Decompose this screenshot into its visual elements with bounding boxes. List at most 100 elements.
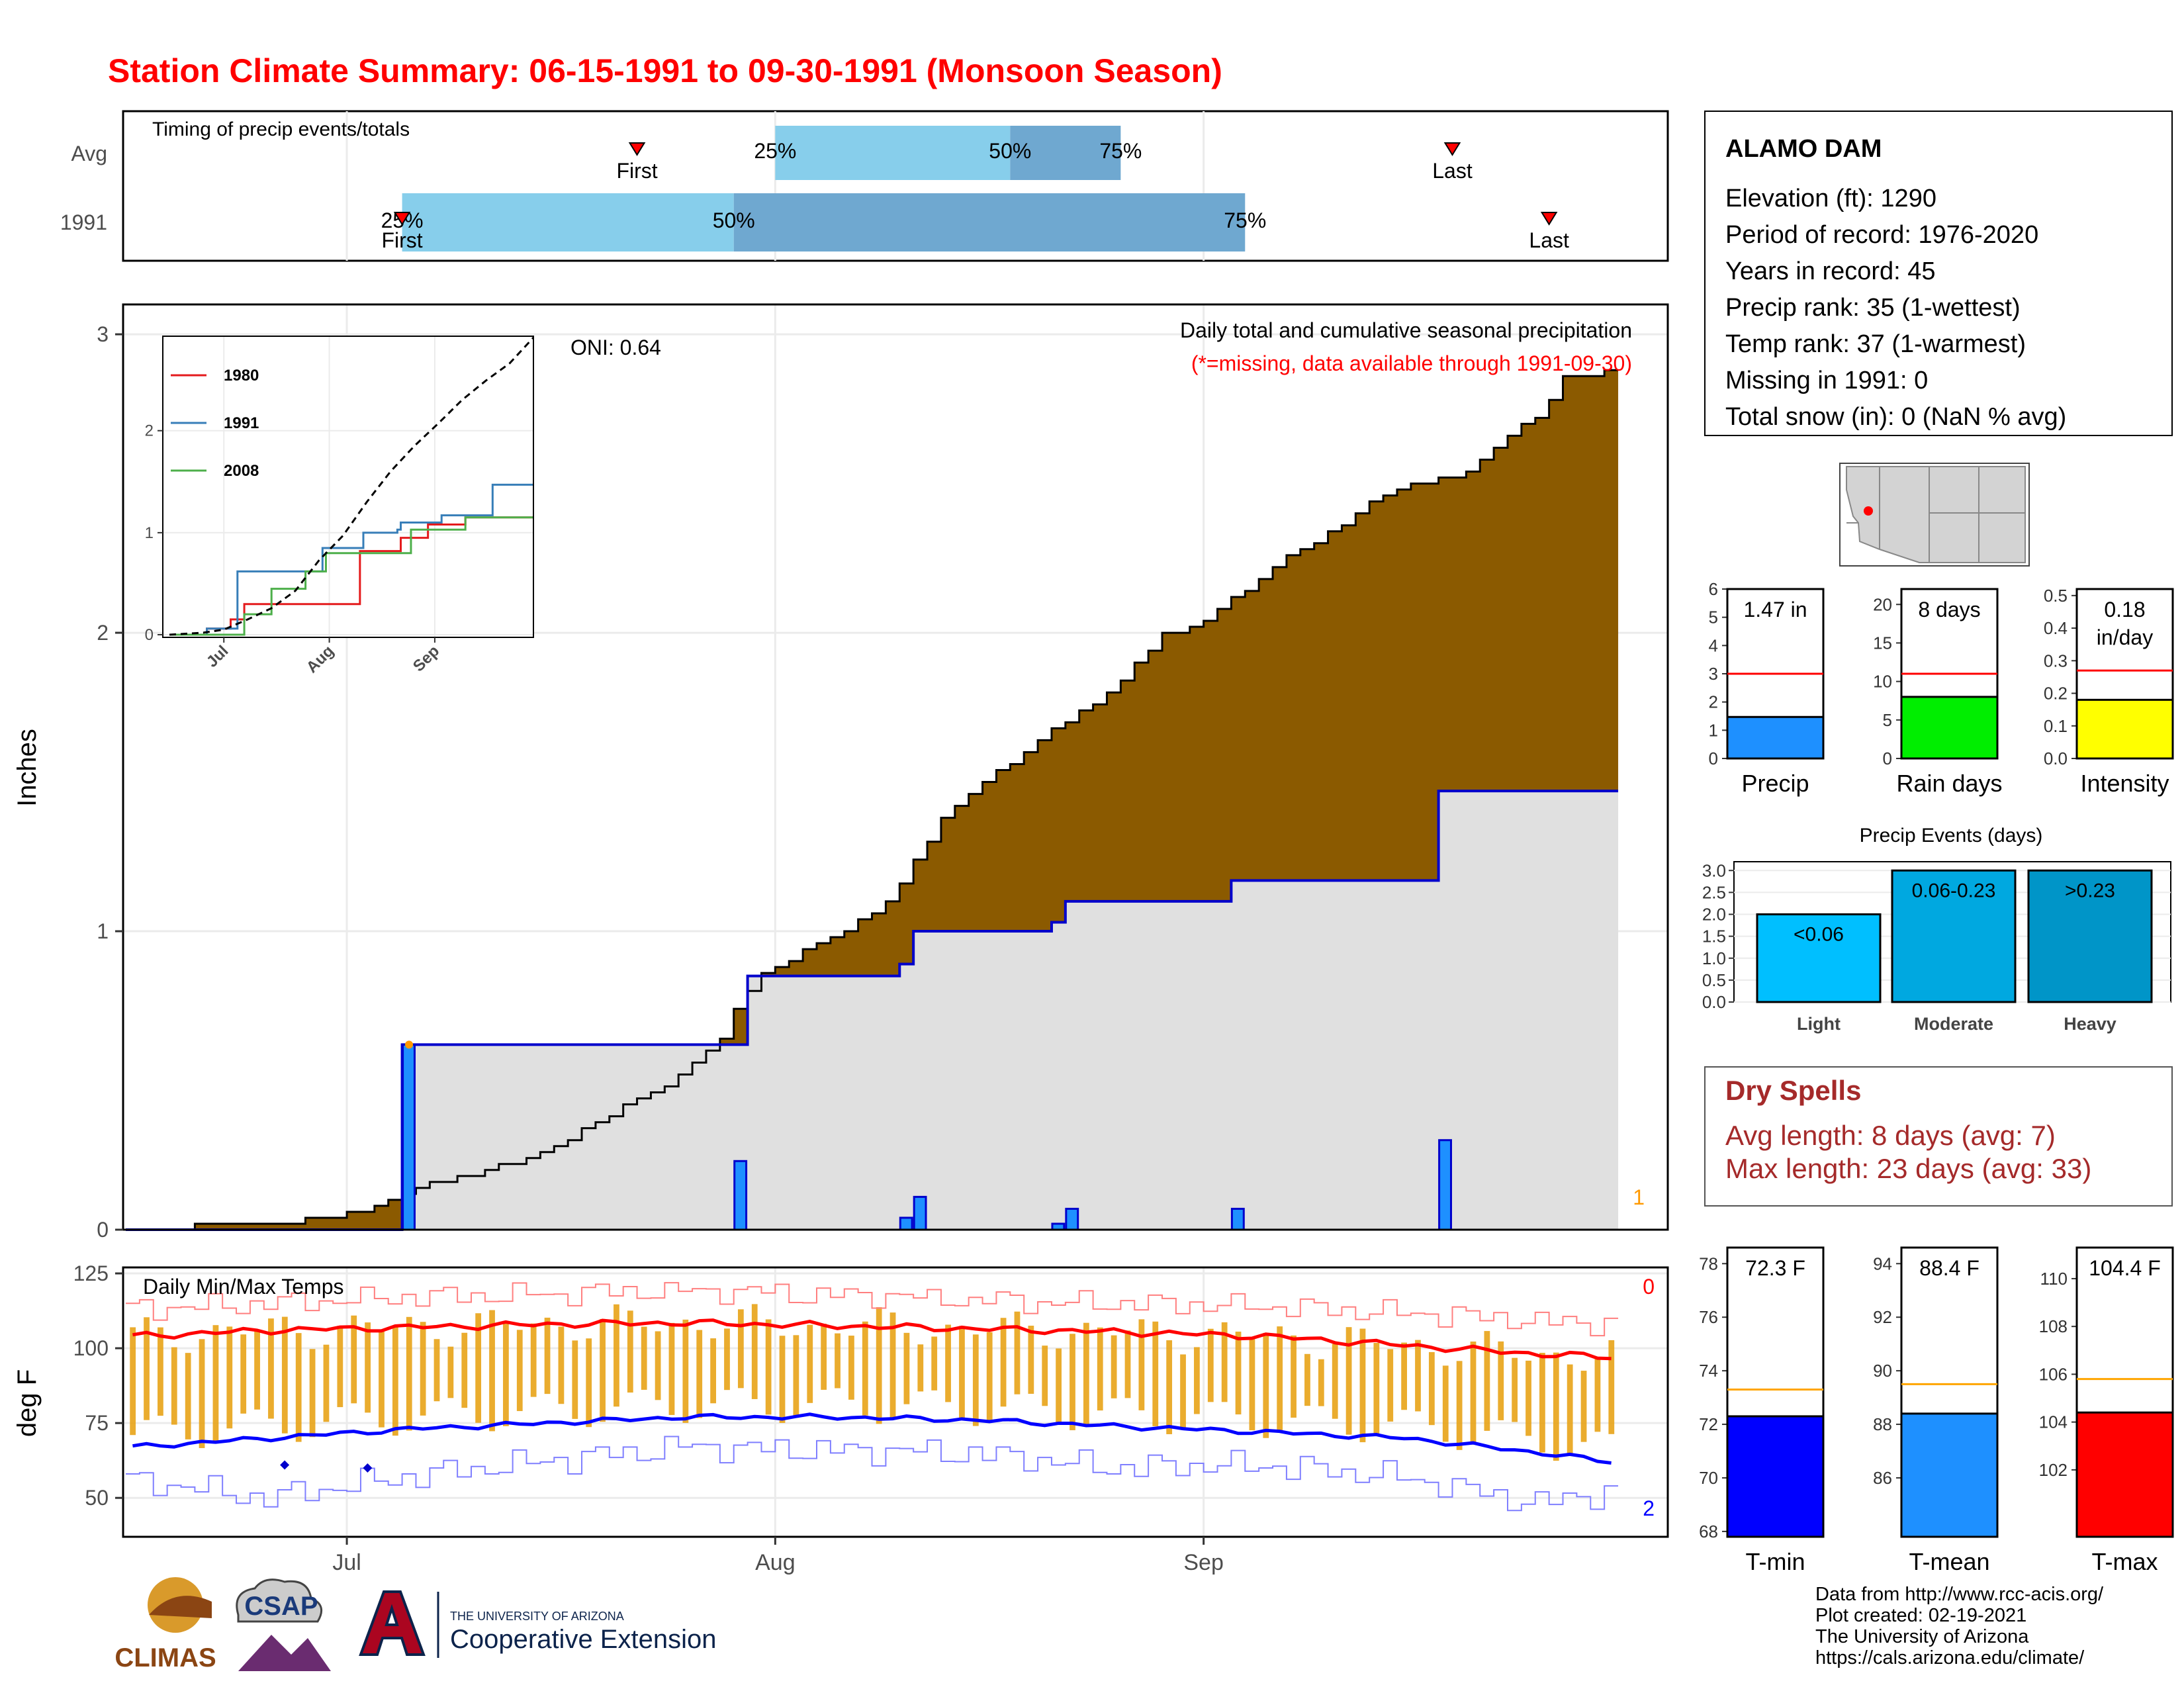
month-label-2: Sep: [1183, 1550, 1224, 1575]
dry-spells-box: Dry Spells Avg length: 8 days (avg: 7) M…: [1704, 1066, 2173, 1207]
tsum-label-2: T-max: [2091, 1548, 2158, 1575]
csap-logo-text: CSAP: [244, 1592, 318, 1621]
events-ytick-label-0: 0.0: [1702, 992, 1726, 1012]
psum-ytick-label-1-3: 15: [1873, 633, 1892, 653]
tmax-range-bar-1: [144, 1317, 150, 1420]
station-info-box: ALAMO DAM Elevation (ft): 1290 Period of…: [1704, 111, 2173, 436]
tmax-range-bar-7: [226, 1326, 233, 1429]
precip-events-title: Precip Events (days): [1860, 825, 2043, 846]
station-temp-rank: Temp rank: 37 (1-warmest): [1725, 330, 2026, 358]
month-axis: Jul Aug Sep: [332, 1537, 1224, 1575]
dry-spells-avg: Avg length: 8 days (avg: 7): [1725, 1120, 2056, 1151]
tmax-range-bar-63: [1000, 1318, 1007, 1407]
psum-ytick-label-2-2: 0.2: [2044, 684, 2068, 704]
tmax-range-bar-47: [779, 1336, 786, 1423]
tmax-range-bar-58: [931, 1336, 938, 1391]
events-category-2: Heavy: [2064, 1014, 2116, 1034]
psum-ytick-label-2-0: 0.0: [2044, 749, 2068, 768]
tsum-value-2: 104.4 F: [2089, 1256, 2161, 1280]
tmax-range-bar-76: [1180, 1354, 1186, 1429]
tsum-ytick-label-2-1: 104: [2039, 1412, 2068, 1432]
daily-max-point: [405, 1040, 414, 1049]
events-bar-label-2: >0.23: [2065, 880, 2115, 901]
footer-line-data: Data from http://www.rcc-acis.org/: [1815, 1584, 2104, 1605]
tsum-ytick-label-0-1: 70: [1699, 1468, 1718, 1488]
tmax-range-bar-91: [1387, 1349, 1394, 1422]
events-bar-0: [1756, 913, 1882, 1003]
tmax-range-bar-32: [572, 1340, 578, 1419]
precip-panel-frame: [122, 303, 1669, 1231]
tmax-range-bar-61: [972, 1334, 979, 1426]
tmax-range-bar-74: [1152, 1321, 1159, 1426]
timing-first-label-1: First: [381, 228, 422, 252]
tsum-panel-0: 68 70 72 74 76 78 72.3 F T-min: [1699, 1246, 1825, 1575]
tmax-range-bar-27: [503, 1322, 509, 1426]
record-min-line: [126, 1436, 1619, 1512]
precip-ytick-label-2: 2: [97, 621, 109, 645]
tsum-ytick-label-0-2: 72: [1699, 1414, 1718, 1434]
inset-gridlines: [163, 336, 533, 637]
tmax-range-bar-106: [1594, 1358, 1601, 1432]
psum-ytick-label-0-6: 6: [1709, 579, 1718, 599]
timing-first-marker-0: [628, 142, 646, 156]
tmax-range-bar-89: [1359, 1328, 1366, 1443]
tsum-ytick-label-0-0: 68: [1699, 1522, 1718, 1541]
tmax-range-bar-24: [461, 1332, 468, 1408]
timing-p50-1: 50%: [713, 208, 755, 232]
precip-yaxis: 0 1 2 3: [97, 322, 123, 1242]
tmax-range-bar-34: [600, 1318, 606, 1422]
tmax-range-bar-6: [212, 1325, 219, 1444]
tmax-range-bar-5: [199, 1339, 205, 1448]
tmax-range-bar-64: [1014, 1311, 1021, 1394]
timing-last-label-1: Last: [1529, 228, 1569, 252]
temp-corner-bottom: 2: [1643, 1496, 1655, 1520]
footer-line-university: The University of Arizona: [1815, 1626, 2029, 1647]
tmax-range-bar-48: [793, 1335, 799, 1418]
tmax-range-bar-102: [1539, 1353, 1545, 1453]
inset-legend: 1980 1991 2008: [171, 367, 259, 480]
csap-logo-cloud: [236, 1578, 323, 1623]
temp-ylabel: deg F: [13, 1369, 42, 1437]
tmax-range-bar-46: [765, 1319, 772, 1415]
tmax-range-bar-85: [1304, 1353, 1310, 1406]
tmax-range-bar-44: [737, 1309, 744, 1389]
psum-value-1: 8 days: [1918, 598, 1980, 621]
tmax-range-bar-73: [1138, 1319, 1145, 1410]
precip-panel: 0 1 2 3 Inches ONI: 0.64 Daily total and cu…: [13, 303, 1669, 1242]
behind-average-area: [195, 370, 1619, 1230]
tmax-range-bar-57: [917, 1344, 924, 1392]
tsum-value-1: 88.4 F: [1919, 1256, 1979, 1280]
inset-legend-label-2008: 2008: [224, 462, 259, 480]
timing-bar-q2-1: [733, 193, 1246, 251]
daily-precip-bar-7: [1438, 1139, 1452, 1231]
tmax-range-bar-3: [171, 1347, 177, 1425]
record-max-line: [126, 1282, 1619, 1337]
tmax-range-bar-78: [1207, 1328, 1214, 1402]
psum-ytick-label-0-5: 5: [1709, 608, 1718, 627]
temp-summary-panels: 68 70 72 74 76 78 72.3 F T-min 86 88 90 92 94 88.4 F T…: [1699, 1246, 2174, 1575]
psum-ytick-label-1-1: 5: [1883, 710, 1892, 730]
csap-logo: CSAP: [236, 1578, 331, 1671]
footer-line-created: Plot created: 02-19-2021: [1815, 1605, 2026, 1626]
events-bar-2: [2027, 869, 2153, 1003]
tsum-ytick-label-1-4: 94: [1873, 1254, 1892, 1273]
map-states: [1846, 466, 2026, 563]
inset-frame: [162, 336, 534, 638]
inset-ytick-label-0: 0: [145, 626, 154, 644]
precip-legend-title: Daily total and cumulative seasonal prec…: [1180, 318, 1632, 342]
tmax-range-bar-65: [1028, 1326, 1034, 1394]
dry-spells-max: Max length: 23 days (avg: 33): [1725, 1153, 2091, 1184]
inset-ytick-label-1: 1: [145, 524, 154, 542]
footer-line-url: https://cals.arizona.edu/climate/: [1815, 1647, 2085, 1668]
tmax-range-bar-41: [696, 1330, 703, 1418]
events-ytick-label-1: 0.5: [1702, 970, 1726, 990]
temp-ytick-label-2: 100: [73, 1336, 109, 1360]
tmax-range-bar-97: [1470, 1341, 1477, 1445]
timing-bar-q2-0: [1010, 126, 1121, 180]
tmax-range-bar-28: [516, 1330, 523, 1412]
ua-logo: THE UNIVERSITY OF ARIZONA Cooperative Ex…: [359, 1590, 716, 1658]
tmax-range-bar-30: [544, 1317, 551, 1394]
tmax-range-bar-86: [1318, 1359, 1324, 1406]
month-label-0: Jul: [332, 1550, 361, 1575]
